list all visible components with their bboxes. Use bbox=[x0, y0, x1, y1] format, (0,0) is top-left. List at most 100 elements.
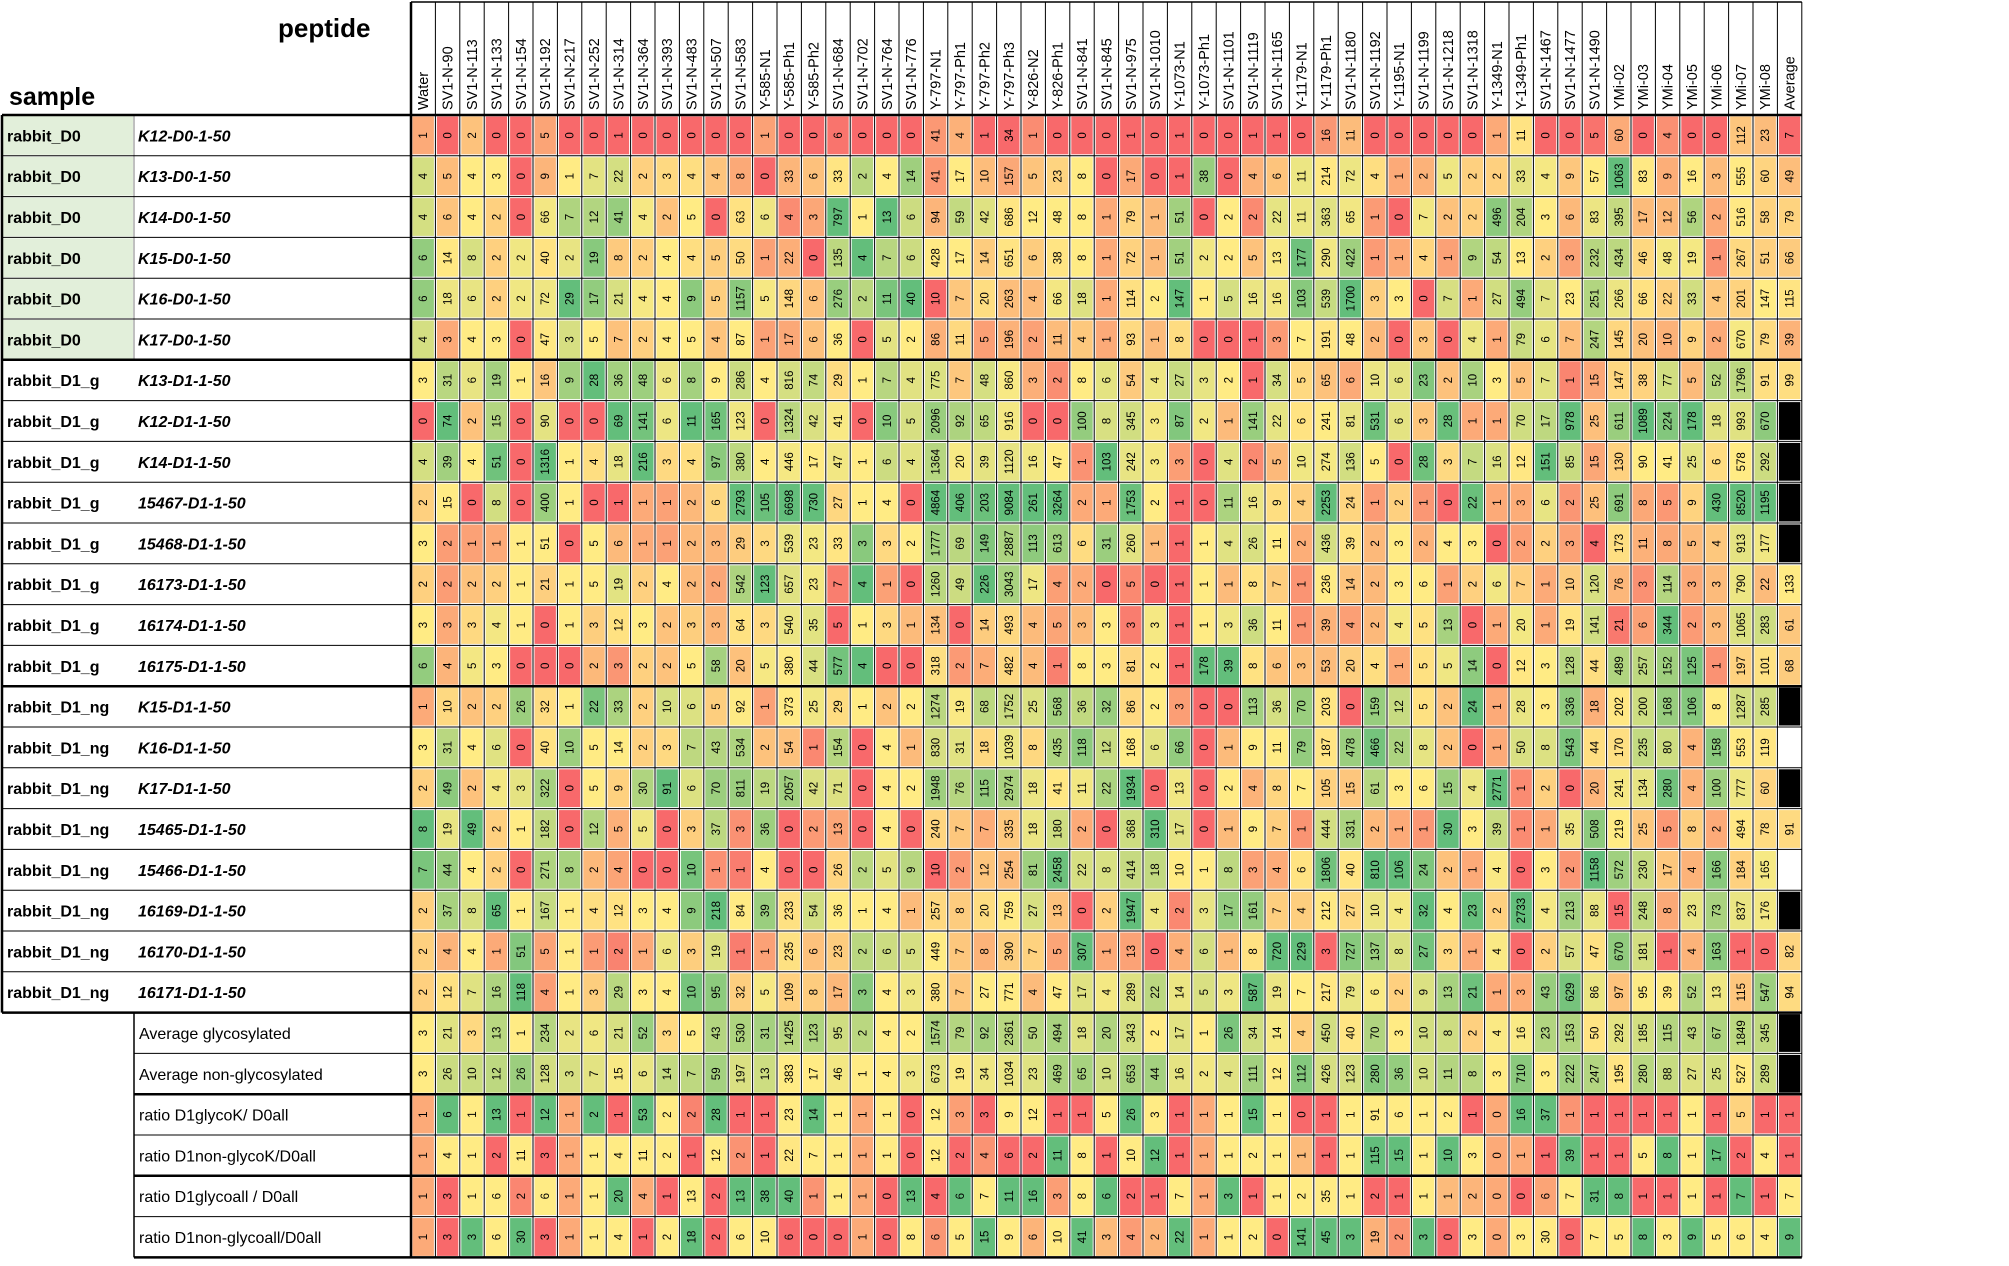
cell-value: 201 bbox=[1736, 289, 1748, 308]
heatmap-cell bbox=[1339, 606, 1362, 644]
cell-value: 6 bbox=[809, 336, 821, 342]
heatmap-cell bbox=[1339, 687, 1362, 726]
heatmap-cell bbox=[680, 402, 703, 440]
heatmap-cell bbox=[1656, 198, 1679, 236]
cell-value: 141 bbox=[1297, 1227, 1309, 1246]
cell-value: 196 bbox=[1004, 330, 1016, 349]
cell-value: 4 bbox=[613, 1233, 625, 1240]
heatmap-cell bbox=[1437, 361, 1459, 400]
heatmap-cell bbox=[973, 238, 996, 277]
cell-value: 4 bbox=[857, 662, 869, 669]
row-group-label: rabbit_D1_g bbox=[7, 455, 99, 472]
cell-value: 2 bbox=[1492, 173, 1504, 179]
cell-value: 2 bbox=[418, 989, 430, 995]
cell-value: 3 bbox=[1516, 1234, 1528, 1240]
heatmap-cell bbox=[802, 198, 825, 236]
cell-value: 534 bbox=[735, 737, 747, 757]
heatmap-cell bbox=[1632, 442, 1654, 481]
cell-value: 10 bbox=[1565, 578, 1577, 591]
cell-value: 10 bbox=[1175, 863, 1187, 876]
heatmap-cell bbox=[656, 279, 678, 318]
cell-value: 2 bbox=[662, 1111, 674, 1117]
heatmap-cell bbox=[1388, 442, 1410, 481]
cell-value: 1 bbox=[1467, 867, 1479, 873]
heatmap-cell bbox=[1193, 361, 1215, 400]
heatmap-cell bbox=[656, 728, 678, 767]
cell-value: 4 bbox=[1297, 1029, 1309, 1036]
cell-value: 577 bbox=[833, 656, 845, 675]
heatmap-cell bbox=[1339, 157, 1362, 196]
heatmap-cell bbox=[607, 320, 630, 359]
cell-value: 79 bbox=[1760, 333, 1772, 346]
cell-value: 5 bbox=[1687, 540, 1699, 546]
cell-value: 1158 bbox=[1589, 857, 1601, 882]
heatmap-cell bbox=[1193, 198, 1215, 236]
heatmap-cell bbox=[656, 524, 678, 563]
cell-value: 3 bbox=[1394, 581, 1406, 587]
cell-value: 3 bbox=[516, 785, 528, 791]
heatmap-cell bbox=[998, 402, 1020, 440]
heatmap-cell bbox=[1364, 606, 1386, 644]
cell-value: 42 bbox=[809, 782, 821, 795]
cell-value: 7 bbox=[589, 173, 601, 179]
heatmap-cell bbox=[1778, 320, 1801, 359]
heatmap-cell bbox=[1583, 524, 1606, 563]
heatmap-cell bbox=[998, 565, 1020, 604]
cell-value: 23 bbox=[1541, 1027, 1553, 1040]
column-header: YMi-05 bbox=[1685, 64, 1701, 110]
cell-value: 7 bbox=[955, 989, 967, 995]
cell-value: 3 bbox=[1687, 581, 1699, 587]
cell-value: 19 bbox=[955, 1067, 967, 1080]
cell-value: 3 bbox=[687, 622, 699, 628]
heatmap-cell bbox=[1168, 442, 1191, 481]
cell-value: 15 bbox=[1248, 1108, 1260, 1121]
cell-value: 9 bbox=[687, 295, 699, 301]
cell-value: 1 bbox=[1175, 132, 1187, 138]
cell-value: 106 bbox=[1394, 860, 1406, 879]
cell-value: 4 bbox=[1248, 784, 1260, 791]
cell-value: 0 bbox=[1199, 703, 1211, 709]
cell-value: 22 bbox=[1394, 741, 1406, 754]
cell-value: 165 bbox=[711, 411, 723, 430]
cell-value: 6 bbox=[809, 948, 821, 954]
cell-value: 69 bbox=[613, 415, 625, 428]
cell-value: 1 bbox=[1150, 214, 1162, 220]
cell-value: 100 bbox=[1077, 411, 1089, 430]
cell-value: 7 bbox=[955, 826, 967, 832]
cell-value: 0 bbox=[1565, 132, 1577, 138]
cell-value: 0 bbox=[1101, 132, 1113, 138]
cell-value: 5 bbox=[1663, 499, 1675, 505]
heatmap-cell bbox=[1193, 565, 1215, 604]
cell-value: 436 bbox=[1321, 534, 1333, 553]
cell-value: 5 bbox=[1126, 581, 1138, 587]
heatmap-cell bbox=[949, 565, 971, 604]
heatmap-cell bbox=[754, 198, 776, 236]
cell-value: 0 bbox=[516, 214, 528, 220]
cell-value: 12 bbox=[1272, 1067, 1284, 1080]
cell-value: 0 bbox=[662, 826, 674, 832]
cell-value: 1 bbox=[1175, 1152, 1187, 1158]
heatmap-cell bbox=[1705, 238, 1728, 277]
cell-value: 4 bbox=[491, 784, 503, 791]
heatmap-cell bbox=[1778, 565, 1801, 604]
cell-value: 74 bbox=[443, 414, 455, 427]
cell-value: 41 bbox=[1663, 455, 1675, 468]
cell-value: 168 bbox=[1663, 697, 1675, 716]
heatmap-cell bbox=[1461, 116, 1484, 155]
heatmap-cell bbox=[973, 606, 996, 644]
cell-value: 4 bbox=[589, 458, 601, 465]
cell-value: 8 bbox=[1248, 948, 1260, 954]
heatmap-cell bbox=[1242, 402, 1264, 440]
cell-value: 4 bbox=[1028, 621, 1040, 628]
heatmap-cell bbox=[656, 198, 678, 236]
cell-value: 2 bbox=[1223, 377, 1235, 383]
heatmap-cell bbox=[1608, 320, 1630, 359]
heatmap-cell bbox=[1364, 116, 1386, 155]
cell-value: 3 bbox=[1175, 703, 1187, 709]
heatmap-cell bbox=[1486, 238, 1508, 277]
heatmap-cell bbox=[802, 116, 825, 155]
cell-value: 0 bbox=[516, 663, 528, 669]
heatmap-cell bbox=[1364, 687, 1386, 726]
heatmap-cell bbox=[1193, 279, 1215, 318]
cell-value: 6 bbox=[809, 173, 821, 179]
